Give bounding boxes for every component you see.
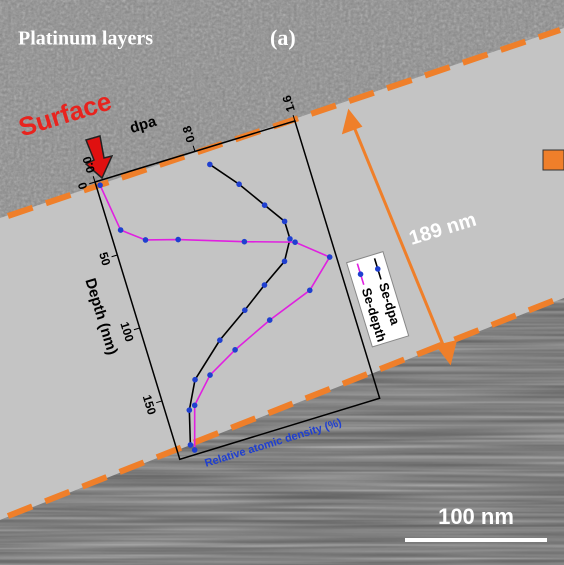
layer-label: Platinum layers xyxy=(18,28,153,50)
scale-label: 100 nm xyxy=(438,504,514,529)
figure: Platinum layers (a) Surface 189 nm 100 n… xyxy=(0,0,564,565)
marker-box xyxy=(543,150,564,170)
page: {"chart_data": {"type": "line", "annotat… xyxy=(0,0,564,565)
panel-label: (a) xyxy=(270,25,296,50)
